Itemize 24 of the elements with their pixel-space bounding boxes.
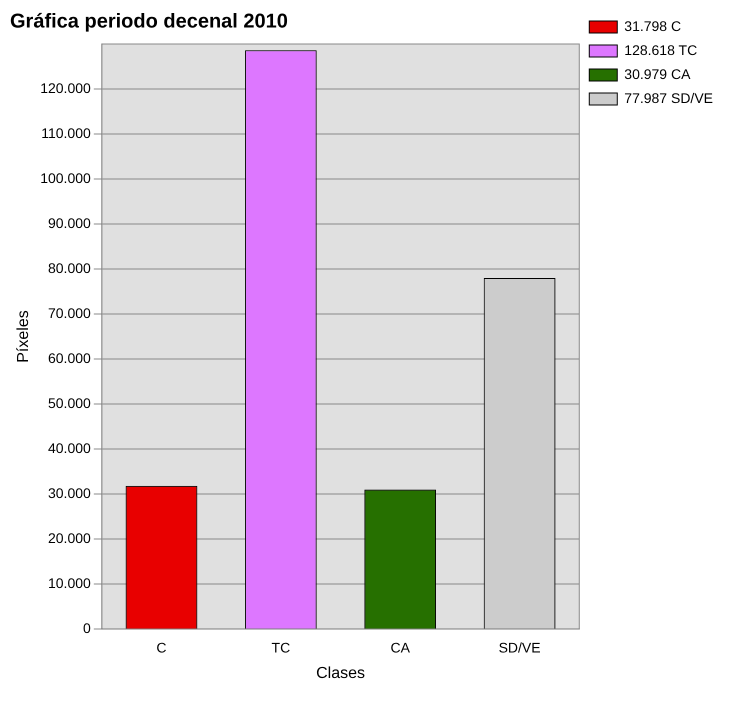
y-tick-label: 40.000	[48, 440, 92, 456]
y-tick-label: 90.000	[48, 214, 92, 231]
legend-label: 30.979 CA	[624, 66, 692, 82]
legend-label: 31.798 C	[624, 18, 682, 34]
chart-title: Gráfica periodo decenal 2010	[10, 10, 288, 33]
x-tick-label: C	[156, 639, 167, 656]
y-tick-label: 100.000	[40, 170, 92, 186]
y-tick-label: 110.000	[41, 124, 92, 141]
x-tick-label: TC	[272, 639, 290, 656]
legend-label: 77.987 SD/VE	[624, 90, 714, 106]
y-tick-label: 60.000	[48, 350, 92, 366]
x-tick-label: CA	[390, 639, 411, 656]
y-tick-label: 20.000	[48, 530, 92, 546]
y-tick-label: 0	[83, 620, 92, 636]
legend-label: 128.618 TC	[624, 42, 698, 58]
y-tick-label: 120.000	[40, 80, 92, 96]
y-tick-label: 10.000	[48, 574, 92, 591]
y-axis-title: Píxeles	[15, 310, 32, 363]
y-tick-label: 50.000	[48, 394, 92, 411]
y-tick-label: 30.000	[48, 484, 92, 501]
x-axis-title: Clases	[316, 664, 365, 682]
x-tick-label: SD/VE	[498, 639, 541, 656]
y-tick-label: 70.000	[48, 304, 92, 321]
y-tick-label: 80.000	[48, 260, 92, 276]
